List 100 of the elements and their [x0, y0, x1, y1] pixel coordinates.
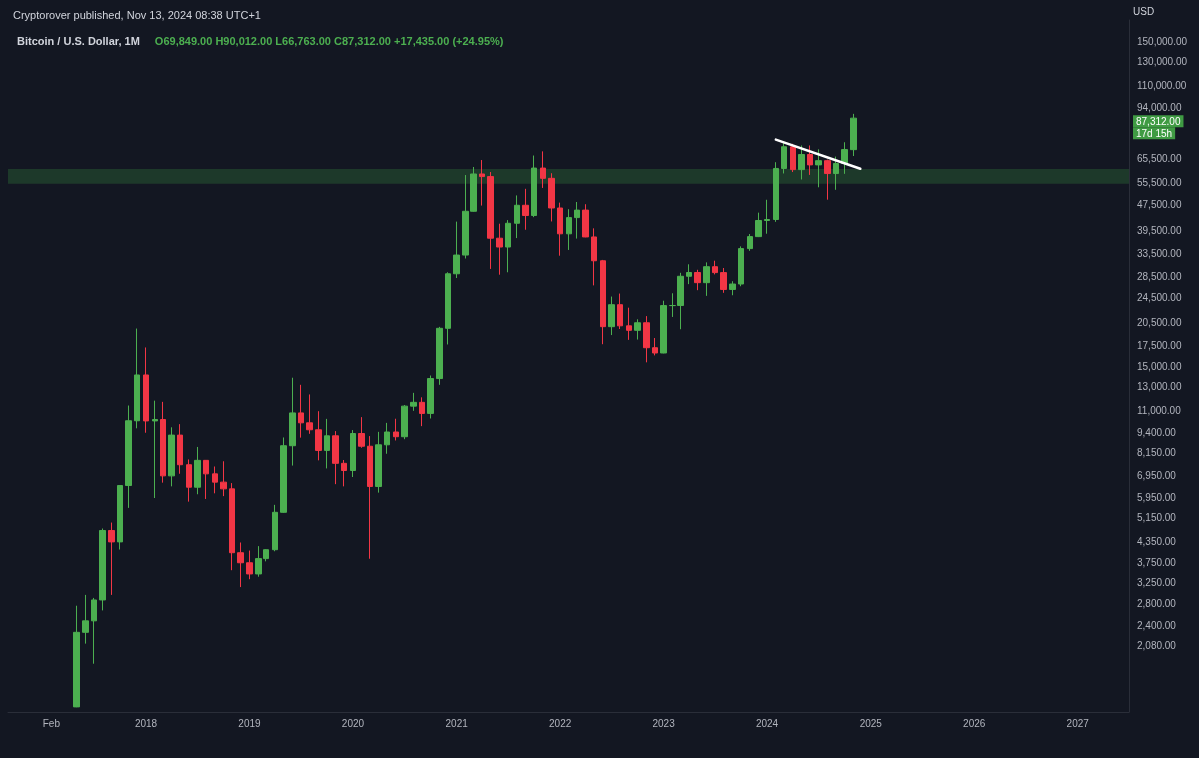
candlestick	[401, 404, 408, 440]
candlestick	[591, 227, 597, 286]
y-tick-label: 8,150.00	[1137, 447, 1177, 459]
annotation: Cryptorover published, Nov 13, 2024 08:38 UTC+1	[13, 8, 261, 21]
candlestick	[764, 199, 770, 235]
y-tick-label: 130,000.00	[1137, 56, 1188, 68]
candlestick	[168, 426, 175, 487]
candlestick	[540, 150, 546, 189]
candlestick	[315, 410, 322, 461]
candlestick	[617, 293, 623, 330]
candlestick	[798, 144, 805, 180]
y-tick-label: 24,500.00	[1137, 292, 1182, 304]
candlestick	[807, 144, 813, 176]
candlestick	[436, 326, 443, 386]
y-tick-label: 3,750.00	[1137, 556, 1177, 568]
candlestick	[306, 393, 313, 435]
candlestick	[738, 245, 744, 287]
candlestick	[375, 431, 382, 494]
candlestick	[280, 436, 287, 514]
y-tick-label: 47,500.00	[1137, 198, 1182, 210]
candlestick	[393, 418, 399, 441]
y-tick-label: 5,950.00	[1137, 491, 1177, 503]
candlestick	[186, 458, 192, 503]
y-tick-label: 2,400.00	[1137, 619, 1177, 631]
annotation: O69,849.00 H90,012.00 L66,763.00 C87,312.00 +17,435.00 (+24.95%)	[154, 35, 504, 47]
candlestick	[350, 429, 356, 478]
candlestick	[781, 141, 787, 174]
candlestick	[479, 159, 485, 207]
candlestick	[367, 435, 373, 560]
candlestick	[91, 597, 97, 665]
candlestick	[246, 550, 253, 580]
candlestick	[487, 171, 494, 270]
y-tick-label: 3,250.00	[1137, 577, 1177, 589]
y-axis-title: USD	[1133, 5, 1155, 17]
candlestick	[332, 430, 339, 485]
candlestick	[686, 263, 692, 285]
candlestick	[608, 296, 615, 336]
y-tick-label: 17,500.00	[1137, 339, 1182, 351]
candlestick	[626, 307, 632, 341]
x-tick-label: 2021	[445, 717, 469, 729]
candlestick	[824, 159, 831, 201]
candlestick	[341, 459, 347, 487]
x-tick-label: 2024	[755, 717, 779, 729]
candlestick	[582, 203, 589, 238]
text: 87,312.00	[1136, 115, 1181, 127]
candlestick	[531, 155, 537, 218]
y-tick-label: 2,080.00	[1137, 640, 1177, 652]
candlestick	[82, 594, 89, 645]
candlestick	[160, 401, 166, 484]
candlestick	[445, 271, 451, 345]
candlestick	[99, 528, 106, 611]
y-tick-label: 4,350.00	[1137, 536, 1177, 548]
y-tick-label: 94,000.00	[1137, 102, 1182, 114]
y-tick-label: 150,000.00	[1137, 36, 1188, 48]
y-tick-label: 65,500.00	[1137, 153, 1182, 165]
candlestick	[177, 423, 183, 475]
candlestick	[229, 482, 235, 571]
x-tick-label: 2022	[549, 717, 572, 729]
y-tick-label: 5,150.00	[1137, 512, 1177, 524]
candlestick	[419, 396, 425, 427]
candlestick	[496, 223, 503, 276]
candlestick	[73, 605, 80, 708]
y-tick-label: 28,500.00	[1137, 270, 1182, 282]
candlestick	[522, 188, 529, 231]
candlestick	[117, 484, 123, 551]
candlestick	[358, 416, 365, 449]
candlestick	[453, 221, 460, 279]
candlestick	[125, 405, 132, 509]
y-tick-label: 110,000.00	[1137, 80, 1187, 92]
candlestick	[384, 422, 390, 455]
candlestick	[298, 384, 304, 439]
x-tick-label: 2019	[238, 717, 262, 729]
candlestick	[729, 280, 736, 296]
y-tick-label: 33,500.00	[1137, 247, 1182, 259]
candlestick	[600, 259, 606, 345]
candlestick	[212, 466, 218, 494]
candlestick	[272, 504, 278, 552]
y-tick-label: 9,400.00	[1137, 427, 1177, 439]
candlestick	[703, 261, 710, 297]
candlestick	[694, 269, 701, 291]
candlestick	[410, 392, 417, 412]
candlestick	[634, 318, 641, 341]
x-tick-label: 2026	[963, 717, 986, 729]
candlestick	[557, 202, 563, 257]
x-tick-label: 2023	[652, 717, 676, 729]
candlestick	[841, 141, 848, 175]
y-tick-label: 20,500.00	[1137, 317, 1182, 329]
candlestick	[514, 194, 520, 239]
candlestick	[747, 233, 753, 252]
candlestick	[755, 212, 762, 238]
candlestick	[289, 377, 296, 467]
x-tick-label: 2027	[1066, 717, 1090, 729]
text: Bitcoin / U.S. Dollar, 1M	[17, 35, 140, 47]
candlestick	[152, 400, 158, 499]
x-tick-label: 2020	[341, 717, 365, 729]
candlestick	[643, 315, 650, 363]
candlestick	[574, 201, 580, 240]
candlestick	[712, 260, 718, 275]
y-tick-label: 39,500.00	[1137, 224, 1182, 236]
candlestick	[548, 172, 555, 222]
